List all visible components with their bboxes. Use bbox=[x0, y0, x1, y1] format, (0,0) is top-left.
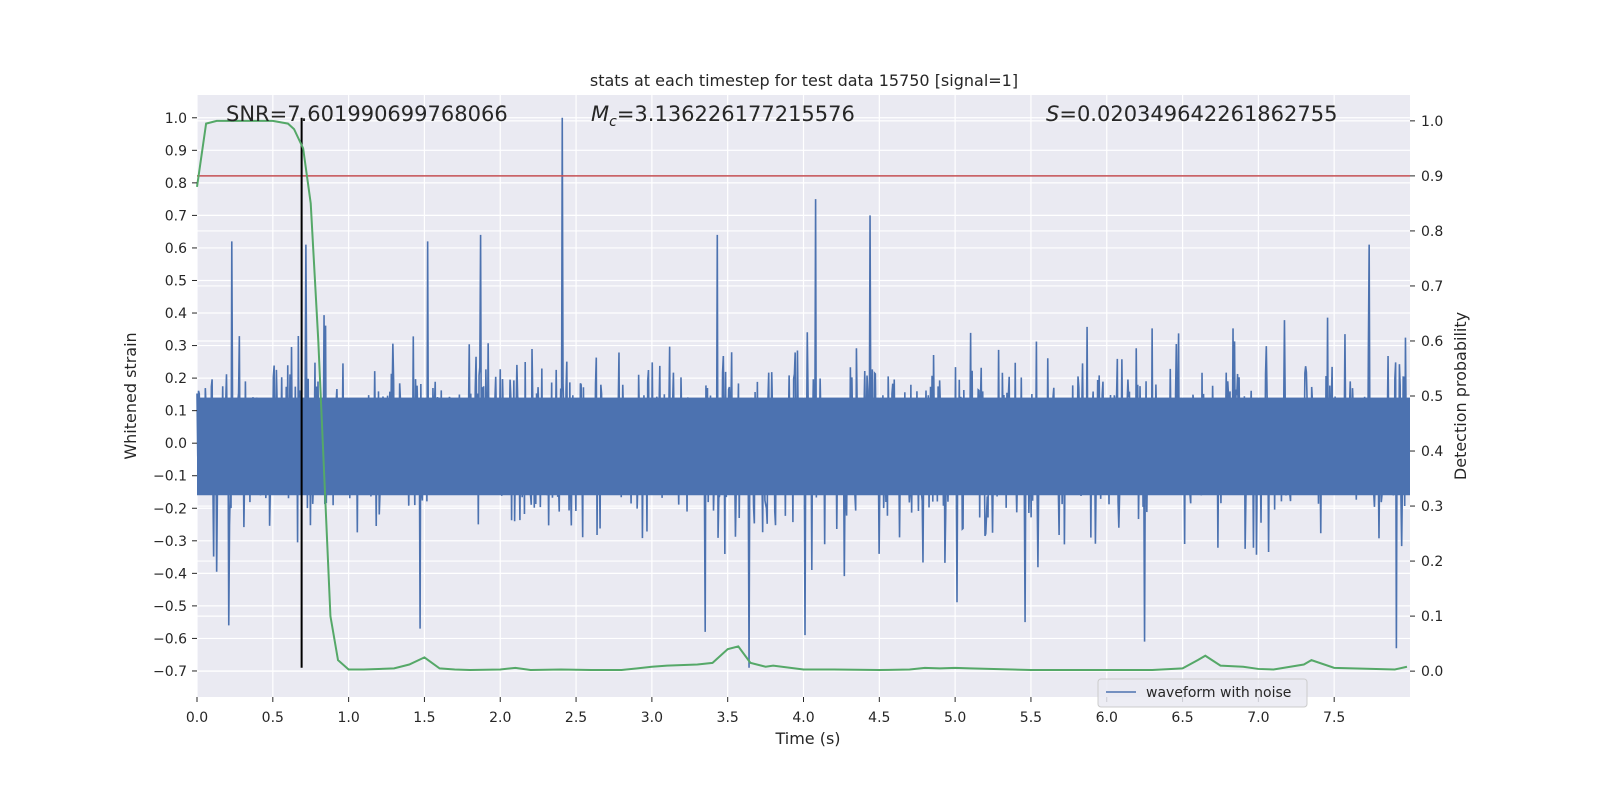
x-tick-label: 7.0 bbox=[1247, 710, 1269, 726]
left-y-axis: 1.0 0.9 0.8 0.7 0.6 0.5 0.4 0.3 0.2 0.1 0.0 −0.1 −0.… bbox=[153, 111, 197, 680]
probability-line bbox=[196, 119, 1408, 672]
x-tick-label: 7.5 bbox=[1323, 710, 1345, 726]
y-tick-label: −0.1 bbox=[153, 469, 187, 485]
x-tick-label: 2.5 bbox=[565, 710, 587, 726]
x-tick-label: 3.5 bbox=[717, 710, 739, 726]
y-tick-label: 0.2 bbox=[165, 371, 187, 387]
chirp-mass-subscript: c bbox=[609, 114, 617, 130]
right-y-axis: 1.0 0.9 0.8 0.7 0.6 0.5 0.4 0.3 0.2 0.1 0.0 bbox=[1410, 114, 1443, 680]
y-tick-label: 0.5 bbox=[165, 273, 187, 289]
y-tick-label: 0.1 bbox=[165, 404, 187, 420]
waveform-series bbox=[196, 117, 1410, 668]
y-axis-label: Whitened strain bbox=[121, 332, 140, 459]
y2-tick-label: 0.8 bbox=[1421, 224, 1443, 240]
snr-annotation: SNR=7.601990699768066 bbox=[226, 102, 508, 126]
y2-tick-label: 0.3 bbox=[1421, 499, 1443, 515]
y-tick-label: 0.8 bbox=[165, 176, 187, 192]
y2-tick-label: 0.6 bbox=[1421, 334, 1443, 350]
x-tick-label: 2.0 bbox=[489, 710, 511, 726]
y-tick-label: 0.6 bbox=[165, 241, 187, 257]
chirp-mass-value: =3.136226177215576 bbox=[617, 102, 855, 126]
y-tick-label: 0.0 bbox=[165, 436, 187, 452]
s-symbol: S bbox=[1046, 102, 1059, 126]
overlay-lines bbox=[196, 117, 1410, 672]
x-tick-label: 3.0 bbox=[641, 710, 663, 726]
x-tick-label: 5.5 bbox=[1020, 710, 1042, 726]
waveform-core-band bbox=[197, 397, 1410, 496]
y-tick-label: 1.0 bbox=[165, 111, 187, 127]
y-tick-label: −0.4 bbox=[153, 566, 187, 582]
y-tick-label: −0.7 bbox=[153, 664, 187, 680]
y2-tick-label: 1.0 bbox=[1421, 114, 1443, 130]
x-tick-label: 5.0 bbox=[944, 710, 966, 726]
x-tick-label: 4.5 bbox=[868, 710, 890, 726]
y2-tick-label: 0.7 bbox=[1421, 279, 1443, 295]
y-tick-label: 0.4 bbox=[165, 306, 187, 322]
y2-tick-label: 0.5 bbox=[1421, 389, 1443, 405]
legend: waveform with noise bbox=[1097, 678, 1308, 708]
y2-tick-label: 0.9 bbox=[1421, 169, 1443, 185]
y-tick-label: −0.3 bbox=[153, 534, 187, 550]
y-tick-label: −0.6 bbox=[153, 631, 187, 647]
x-tick-label: 6.5 bbox=[1171, 710, 1193, 726]
legend-label: waveform with noise bbox=[1146, 685, 1291, 701]
y-tick-label: 0.9 bbox=[165, 143, 187, 159]
y-tick-label: 0.7 bbox=[165, 208, 187, 224]
y2-tick-label: 0.4 bbox=[1421, 444, 1443, 460]
s-value: =0.020349642261862755 bbox=[1059, 102, 1337, 126]
y-tick-label: 0.3 bbox=[165, 339, 187, 355]
chart-title: stats at each timestep for test data 157… bbox=[590, 71, 1018, 90]
x-tick-label: 1.0 bbox=[337, 710, 359, 726]
y-tick-label: −0.2 bbox=[153, 501, 187, 517]
x-tick-label: 1.5 bbox=[413, 710, 435, 726]
s-annotation: S=0.020349642261862755 bbox=[1046, 102, 1337, 126]
y2-tick-label: 0.0 bbox=[1421, 664, 1443, 680]
x-axis-label: Time (s) bbox=[774, 729, 840, 748]
legend-box bbox=[1097, 678, 1308, 708]
x-tick-label: 6.0 bbox=[1096, 710, 1118, 726]
x-tick-label: 4.0 bbox=[792, 710, 814, 726]
y2-axis-label: Detection probability bbox=[1451, 312, 1470, 480]
chirp-mass-annotation: Mc=3.136226177215576 bbox=[591, 102, 855, 130]
chirp-mass-symbol: M bbox=[591, 102, 609, 126]
y2-tick-label: 0.2 bbox=[1421, 554, 1443, 570]
x-tick-label: 0.0 bbox=[186, 710, 208, 726]
y2-tick-label: 0.1 bbox=[1421, 609, 1443, 625]
y-tick-label: −0.5 bbox=[153, 599, 187, 615]
x-tick-label: 0.5 bbox=[262, 710, 284, 726]
